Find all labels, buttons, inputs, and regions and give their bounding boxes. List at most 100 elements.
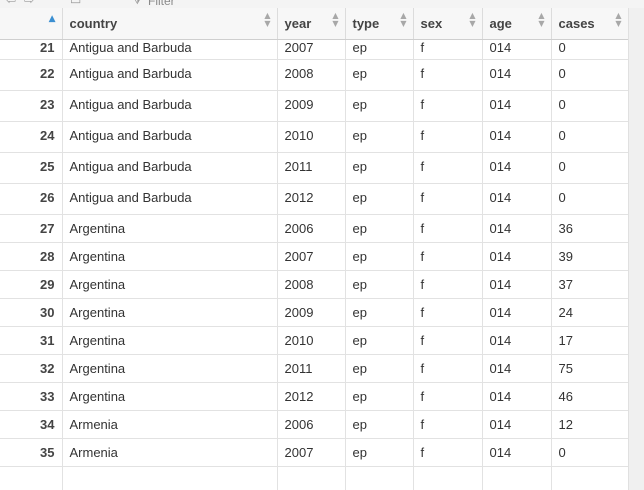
cell-year[interactable]: 2012	[277, 382, 346, 411]
cell-sex[interactable]: f	[413, 270, 483, 299]
sort-toggle-icon[interactable]: ▲ ▼	[332, 11, 339, 28]
cell-year[interactable]: 2011	[277, 354, 346, 383]
cell-type[interactable]: ep	[345, 410, 414, 439]
cell-age[interactable]: 014	[482, 354, 552, 383]
cell-country[interactable]: Armenia	[62, 410, 278, 439]
cell-age[interactable]: 014	[482, 214, 552, 243]
cell-country[interactable]: Antigua and Barbuda	[62, 152, 278, 184]
cell-cases[interactable]: 0	[551, 438, 628, 467]
cell-year[interactable]: 2011	[277, 152, 346, 184]
cell-sex[interactable]: f	[413, 298, 483, 327]
cell-sex[interactable]: f	[413, 183, 483, 215]
cell-type[interactable]: ep	[345, 242, 414, 271]
cell-country[interactable]: Argentina	[62, 270, 278, 299]
forward-arrow-icon[interactable]: ⇨	[24, 0, 35, 7]
table-row[interactable]: 35 Armenia 2007 ep f 014 0	[0, 438, 628, 467]
table-row[interactable]: 21 Antigua and Barbuda 2007 ep f 014 0	[0, 39, 628, 60]
cell-age[interactable]: 014	[482, 242, 552, 271]
cell-cases[interactable]: 46	[551, 382, 628, 411]
cell-sex[interactable]: f	[413, 354, 483, 383]
table-row[interactable]: 32 Argentina 2011 ep f 014 75	[0, 354, 628, 383]
cell-country[interactable]: Argentina	[62, 298, 278, 327]
column-header-year[interactable]: year ▲ ▼	[277, 8, 346, 40]
cell-country[interactable]: Antigua and Barbuda	[62, 59, 278, 91]
cell-type[interactable]: ep	[345, 438, 414, 467]
cell-type[interactable]: ep	[345, 326, 414, 355]
cell-country[interactable]: Argentina	[62, 242, 278, 271]
cell-sex[interactable]: f	[413, 438, 483, 467]
row-index-header[interactable]: ▲	[0, 8, 63, 40]
back-arrow-icon[interactable]: ⇦	[6, 0, 17, 7]
cell-type[interactable]: ep	[345, 121, 414, 153]
cell-year[interactable]: 2008	[277, 270, 346, 299]
cell-age[interactable]: 014	[482, 438, 552, 467]
cell-age[interactable]: 014	[482, 410, 552, 439]
table-row[interactable]: 24 Antigua and Barbuda 2010 ep f 014 0	[0, 121, 628, 153]
cell-type[interactable]: ep	[345, 354, 414, 383]
cell-cases[interactable]: 37	[551, 270, 628, 299]
cell-cases[interactable]: 75	[551, 354, 628, 383]
cell-type[interactable]: ep	[345, 270, 414, 299]
cell-year[interactable]: 2012	[277, 183, 346, 215]
column-header-country[interactable]: country ▲ ▼	[62, 8, 278, 40]
cell-sex[interactable]: f	[413, 90, 483, 122]
cell-cases[interactable]: 17	[551, 326, 628, 355]
vertical-scrollbar[interactable]	[628, 8, 644, 490]
column-header-sex[interactable]: sex ▲ ▼	[413, 8, 483, 40]
cell-sex[interactable]: f	[413, 242, 483, 271]
sort-toggle-icon[interactable]: ▲ ▼	[264, 11, 271, 28]
cell-sex[interactable]: f	[413, 326, 483, 355]
cell-cases[interactable]: 0	[551, 59, 628, 91]
table-row[interactable]: 22 Antigua and Barbuda 2008 ep f 014 0	[0, 59, 628, 91]
cell-country[interactable]: Antigua and Barbuda	[62, 121, 278, 153]
cell-cases[interactable]: 0	[551, 39, 628, 60]
cell-year[interactable]: 2007	[277, 438, 346, 467]
filter-label[interactable]: Filter	[148, 0, 175, 8]
cell-year[interactable]: 2010	[277, 326, 346, 355]
cell-year[interactable]: 2008	[277, 59, 346, 91]
cell-sex[interactable]: f	[413, 410, 483, 439]
cell-year[interactable]: 2007	[277, 39, 346, 60]
cell-type[interactable]: ep	[345, 59, 414, 91]
table-row[interactable]: 23 Antigua and Barbuda 2009 ep f 014 0	[0, 90, 628, 122]
cell-cases[interactable]: 0	[551, 90, 628, 122]
cell-sex[interactable]: f	[413, 121, 483, 153]
column-header-cases[interactable]: cases ▲ ▼	[551, 8, 628, 40]
cell-country[interactable]: Argentina	[62, 382, 278, 411]
cell-country[interactable]: Antigua and Barbuda	[62, 39, 278, 60]
cell-type[interactable]: ep	[345, 214, 414, 243]
cell-sex[interactable]: f	[413, 59, 483, 91]
cell-country[interactable]: Argentina	[62, 326, 278, 355]
cell-cases[interactable]: 0	[551, 121, 628, 153]
cell-age[interactable]: 014	[482, 326, 552, 355]
cell-country[interactable]: Argentina	[62, 354, 278, 383]
sort-toggle-icon[interactable]: ▲ ▼	[400, 11, 407, 28]
cell-age[interactable]: 014	[482, 270, 552, 299]
table-row[interactable]: 34 Armenia 2006 ep f 014 12	[0, 410, 628, 439]
cell-type[interactable]: ep	[345, 90, 414, 122]
cell-age[interactable]: 014	[482, 382, 552, 411]
cell-type[interactable]: ep	[345, 39, 414, 60]
cell-cases[interactable]: 39	[551, 242, 628, 271]
cell-country[interactable]: Antigua and Barbuda	[62, 90, 278, 122]
sort-toggle-icon[interactable]: ▲ ▼	[615, 11, 622, 28]
cell-cases[interactable]: 0	[551, 152, 628, 184]
table-row[interactable]: 27 Argentina 2006 ep f 014 36	[0, 214, 628, 243]
table-row[interactable]: 28 Argentina 2007 ep f 014 39	[0, 242, 628, 271]
table-row[interactable]: 26 Antigua and Barbuda 2012 ep f 014 0	[0, 183, 628, 215]
cell-cases[interactable]: 12	[551, 410, 628, 439]
cell-type[interactable]: ep	[345, 382, 414, 411]
cell-cases[interactable]: 36	[551, 214, 628, 243]
column-header-type[interactable]: type ▲ ▼	[345, 8, 414, 40]
cell-cases[interactable]: 24	[551, 298, 628, 327]
filter-icon[interactable]: ⧩	[132, 0, 143, 7]
cell-age[interactable]: 014	[482, 39, 552, 60]
cell-type[interactable]: ep	[345, 152, 414, 184]
table-row[interactable]: 29 Argentina 2008 ep f 014 37	[0, 270, 628, 299]
cell-country[interactable]: Antigua and Barbuda	[62, 183, 278, 215]
cell-cases[interactable]: 0	[551, 183, 628, 215]
cell-country[interactable]: Argentina	[62, 214, 278, 243]
cell-year[interactable]: 2006	[277, 410, 346, 439]
cell-age[interactable]: 014	[482, 59, 552, 91]
cell-age[interactable]: 014	[482, 152, 552, 184]
